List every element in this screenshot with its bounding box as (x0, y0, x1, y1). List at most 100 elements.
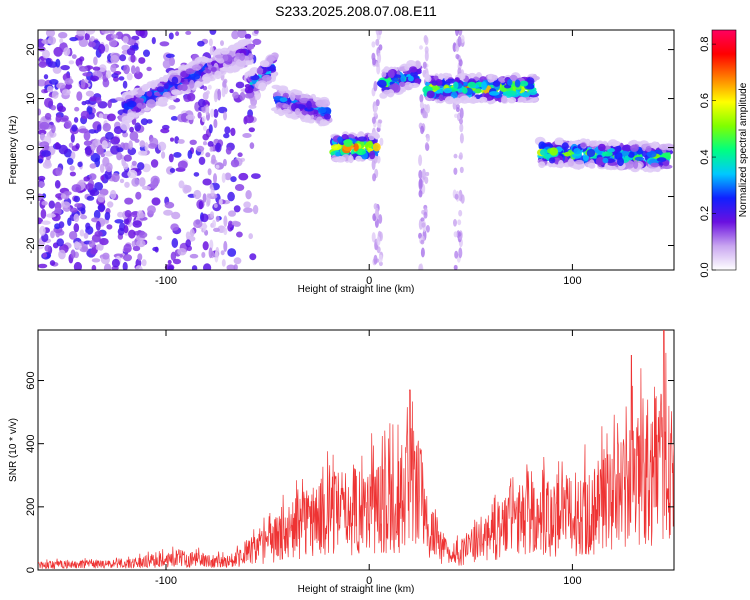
spectrogram-cell (38, 175, 46, 181)
spectrogram-cell (128, 229, 136, 239)
spectrogram-cell (221, 86, 226, 98)
spectrogram-cell (144, 142, 149, 152)
spectrogram-cell (156, 86, 165, 93)
spectrogram-cell (96, 145, 104, 155)
spectrogram-cell (97, 204, 106, 212)
spectrogram-cell (373, 254, 378, 265)
spectrogram-y-ticks: -20 -10 0 10 20 (25, 43, 674, 253)
spectrogram-cell (130, 54, 136, 63)
spectrogram-x-label: Height of straight line (km) (298, 284, 415, 295)
spectrogram-cell (531, 97, 539, 102)
spectrogram-cell (419, 94, 424, 103)
spectrogram-cell (89, 163, 97, 169)
spectrogram-cell (580, 142, 586, 148)
spectrogram-cell (55, 58, 61, 68)
spectrogram-cell (235, 81, 245, 89)
spectrogram-cell (372, 213, 377, 222)
spectrogram-cell (223, 133, 230, 139)
spectrogram-cell (172, 258, 182, 265)
snr-y-tick-label: 400 (25, 435, 37, 453)
spectrogram-cell (209, 30, 217, 35)
spectrogram-cell (348, 155, 354, 164)
snr-y-tick-label: 200 (25, 498, 37, 516)
spectrogram-cell (453, 167, 458, 175)
spectrogram-cell (633, 159, 639, 169)
spectrogram-cell (164, 201, 175, 209)
spectrogram-cell (224, 172, 232, 181)
spectrogram-cell (207, 168, 212, 176)
spectrogram-cell (135, 191, 142, 200)
spectrogram-cell (213, 203, 218, 208)
spectrogram-cell (110, 54, 119, 64)
colorbar-tick-label: 0.4 (699, 149, 711, 164)
spectrogram-cell (247, 43, 255, 50)
spectrogram-cell (90, 152, 101, 163)
spectrogram-cell (217, 88, 222, 101)
spectrogram-cell (277, 85, 288, 92)
spectrogram-cell (106, 224, 113, 230)
spectrogram-cell (355, 155, 363, 162)
spectrogram-cell (422, 61, 427, 69)
spectrogram-cell (89, 189, 96, 196)
spectrogram-cell (134, 71, 143, 80)
spectrogram-cell (234, 184, 245, 191)
spectrogram-cell (202, 221, 207, 232)
spectrogram-cell (460, 34, 465, 44)
spectrogram-cell (146, 66, 152, 72)
spectrogram-cell (126, 38, 137, 46)
spectrogram-cell (68, 60, 75, 65)
spectrogram-cell (203, 141, 207, 146)
spectrogram-cell (215, 164, 220, 169)
spectrogram-cell (419, 263, 424, 270)
spectrogram-cell (146, 119, 153, 124)
spectrogram-cell (40, 208, 47, 219)
spectrogram-cell (646, 150, 657, 158)
spectrogram-cell (377, 123, 382, 129)
colorbar-ramp (712, 30, 736, 270)
spectrogram-cell (424, 104, 429, 112)
spectrogram-cell (141, 85, 149, 92)
spectrogram-cell (197, 111, 202, 119)
spectrogram-cell (129, 126, 135, 133)
spectrogram-cell (215, 142, 222, 153)
spectrogram-cell (387, 69, 395, 78)
spectrogram-cell (147, 205, 156, 215)
spectrogram-y-tick-label: 0 (25, 144, 37, 150)
spectrogram-cell (162, 76, 169, 83)
spectrogram-cell (58, 249, 66, 260)
spectrogram-cell (198, 156, 206, 165)
spectrogram-cell (77, 161, 83, 168)
spectrogram-cell (453, 153, 458, 159)
spectrogram-cell (378, 261, 383, 267)
spectrogram-cell (239, 91, 246, 101)
spectrogram-cell (38, 79, 47, 87)
spectrogram-cell (50, 230, 55, 239)
spectrogram-cell (420, 247, 425, 258)
spectrogram-cell (454, 193, 459, 200)
spectrogram-cell (210, 211, 214, 219)
spectrogram-cell (213, 118, 218, 129)
spectrogram-cell (141, 259, 147, 267)
spectrogram-cell (232, 91, 239, 99)
spectrogram-cell (130, 211, 139, 218)
spectrogram-y-tick-label: -10 (25, 189, 37, 205)
spectrogram-cell (202, 76, 212, 82)
spectrogram-cell (567, 158, 575, 167)
colorbar-ticks: 0.0 0.2 0.4 0.6 0.8 (699, 36, 716, 278)
spectrogram-cell (438, 94, 444, 102)
spectrogram-cell (126, 100, 137, 108)
spectrogram-cell (80, 207, 86, 215)
spectrogram-cell (409, 66, 418, 73)
snr-x-ticks: -100 0 100 (155, 330, 582, 587)
spectrogram-cell (602, 157, 609, 164)
spectrogram-cell (418, 218, 423, 230)
spectrogram-cell (330, 144, 342, 151)
spectrogram-cell (54, 180, 61, 189)
spectrogram-cell (73, 223, 80, 233)
spectrogram-cell (222, 80, 227, 89)
spectrogram-cell (168, 105, 176, 110)
spectrogram-cell (69, 207, 78, 213)
spectrogram-cell (182, 184, 190, 194)
spectrogram-cell (85, 30, 96, 35)
spectrogram-cell (163, 209, 173, 216)
